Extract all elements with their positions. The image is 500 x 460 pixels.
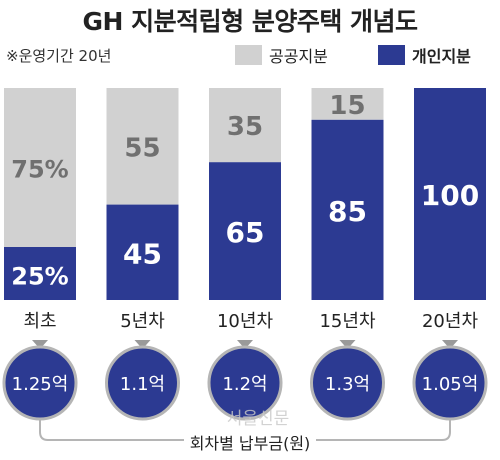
bar-private-label-1: 45	[123, 237, 162, 270]
payment-axis-label: 회차별 납부금(원)	[0, 430, 500, 454]
bar-private-label-4: 100	[421, 179, 479, 212]
payment-circle-2	[207, 345, 283, 421]
bar-private-1	[106, 204, 179, 300]
pointer-triangle-0	[32, 340, 48, 349]
bar-public-label-3: 15	[329, 91, 365, 121]
category-label-2: 10년차	[217, 311, 273, 332]
bar-public-2	[209, 88, 281, 163]
payment-value-0: 1.25억	[12, 374, 69, 395]
bar-private-label-2: 65	[226, 216, 265, 249]
payment-circle-3	[310, 345, 385, 421]
legend-private-swatch	[378, 45, 405, 65]
bar-public-label-1: 55	[124, 133, 160, 163]
pointer-triangle-1	[134, 340, 151, 349]
bar-private-4	[414, 88, 486, 300]
legend-private: 개인지분	[378, 43, 471, 67]
payment-circle-0	[2, 345, 78, 421]
category-label-3: 15년차	[319, 311, 375, 332]
payment-circle-4	[412, 345, 488, 421]
bar-private-2	[209, 162, 281, 300]
legend-private-label: 개인지분	[412, 47, 471, 66]
payment-value-2: 1.2억	[222, 374, 267, 395]
legend-public-swatch	[235, 45, 262, 65]
pointer-triangle-3	[339, 340, 356, 349]
bar-public-label-2: 35	[227, 112, 263, 142]
payment-axis-label-text: 회차별 납부금(원)	[183, 434, 317, 453]
pointer-triangle-4	[442, 340, 458, 349]
category-label-4: 20년차	[422, 311, 478, 332]
chart-title: GH 지분적립형 분양주택 개념도	[82, 7, 418, 36]
bar-public-3	[311, 88, 384, 120]
legend-public: 공공지분	[235, 43, 328, 67]
chart-subtitle: ※운영기간 20년	[6, 47, 112, 65]
pointer-triangle-2	[237, 340, 253, 349]
bar-private-0	[4, 247, 76, 300]
bar-public-1	[106, 88, 179, 205]
payment-circle-1	[105, 345, 180, 421]
bar-public-0	[4, 88, 76, 247]
bar-private-3	[311, 119, 384, 300]
bar-public-label-0: 75%	[11, 156, 68, 184]
legend-public-label: 공공지분	[269, 47, 328, 66]
bar-private-label-3: 85	[328, 195, 367, 228]
bar-private-label-0: 25%	[11, 263, 68, 291]
payment-value-3: 1.3억	[325, 374, 370, 395]
category-label-0: 최초	[23, 311, 56, 332]
category-label-1: 5년차	[120, 311, 165, 332]
watermark: 서울신문	[227, 409, 290, 429]
payment-value-4: 1.05억	[422, 374, 479, 395]
payment-value-1: 1.1억	[120, 374, 165, 395]
